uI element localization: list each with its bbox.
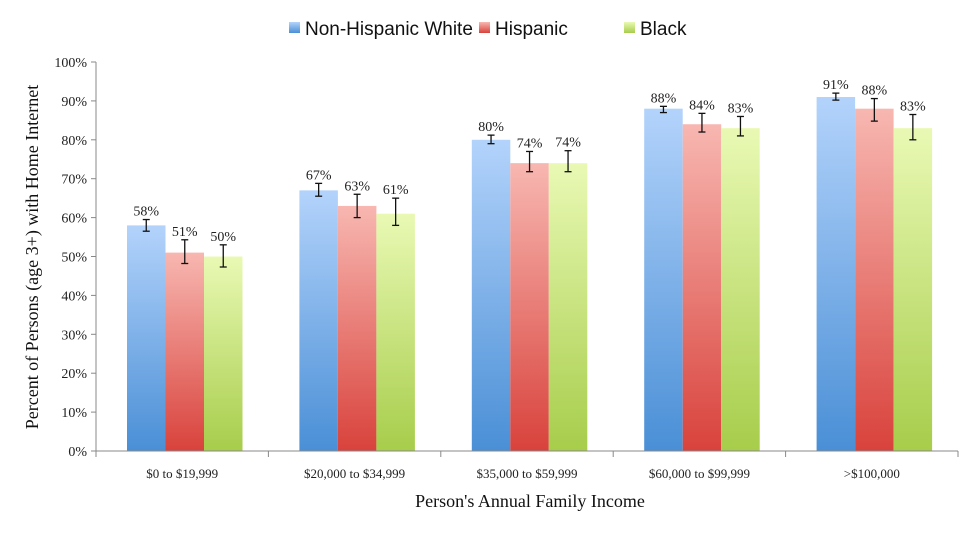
error-bar — [526, 150, 534, 173]
y-tick-label: 30% — [61, 328, 87, 343]
legend-swatch — [624, 22, 635, 33]
y-tick-label: 40% — [61, 289, 87, 304]
data-label: 83% — [900, 100, 926, 115]
legend-swatch — [289, 22, 300, 33]
bar-non-hispanic-white-1 — [299, 190, 338, 451]
data-label: 74% — [517, 136, 543, 151]
legend: Non-Hispanic White Hispanic Black — [289, 19, 687, 40]
y-tick-label: 80% — [61, 134, 87, 149]
y-tick-label: 60% — [61, 212, 87, 227]
data-label: 88% — [862, 84, 888, 99]
bar-black-4 — [893, 128, 933, 451]
x-tick-label: >$100,000 — [844, 466, 900, 481]
bar-non-hispanic-white-2 — [471, 139, 511, 452]
error-bar — [353, 193, 361, 219]
bar-hispanic-2 — [510, 163, 549, 451]
bar-black-1 — [376, 213, 415, 451]
data-label: 63% — [344, 179, 370, 194]
y-axis-title: Percent of Persons (age 3+) with Home In… — [22, 85, 43, 430]
error-bar — [659, 105, 667, 114]
data-label: 51% — [172, 225, 198, 240]
data-label: 84% — [689, 98, 715, 113]
error-bar — [698, 112, 706, 133]
legend-label: Black — [640, 19, 687, 40]
bar-black-0 — [204, 256, 243, 451]
data-label: 91% — [823, 78, 849, 93]
data-label: 61% — [383, 183, 409, 198]
data-label: 80% — [478, 120, 504, 135]
y-tick-label: 100% — [54, 56, 87, 71]
legend-item-hispanic: Hispanic — [479, 19, 568, 40]
y-tick-label: 90% — [61, 95, 87, 110]
legend-label: Hispanic — [495, 19, 568, 40]
error-bar — [392, 197, 400, 227]
x-tick-label: $20,000 to $34,999 — [304, 466, 405, 481]
legend-item-non-hispanic-white: Non-Hispanic White — [289, 19, 473, 40]
legend-swatch — [479, 22, 490, 33]
error-bar — [736, 115, 744, 137]
error-bar — [832, 92, 840, 101]
y-tick-label: 50% — [61, 251, 87, 266]
data-label: 74% — [555, 136, 581, 151]
legend-label: Non-Hispanic White — [305, 19, 473, 40]
data-label: 88% — [651, 91, 677, 106]
error-bar — [315, 182, 323, 197]
bar-non-hispanic-white-3 — [644, 108, 683, 452]
bar-hispanic-0 — [165, 252, 204, 451]
x-tick-label: $0 to $19,999 — [146, 466, 218, 481]
data-label: 58% — [133, 205, 159, 220]
legend-item-black: Black — [624, 19, 687, 40]
bar-non-hispanic-white-4 — [816, 97, 856, 451]
error-bar — [219, 244, 227, 268]
bar-non-hispanic-white-0 — [127, 225, 166, 451]
data-label: 67% — [306, 168, 332, 183]
error-bar — [142, 218, 150, 232]
y-tick-label: 0% — [68, 445, 87, 460]
x-axis-title: Person's Annual Family Income — [415, 491, 645, 511]
error-bar — [564, 150, 572, 173]
y-tick-label: 70% — [61, 173, 87, 188]
error-bar — [909, 113, 917, 141]
bar-black-2 — [548, 163, 588, 451]
bar-black-3 — [721, 128, 760, 451]
data-label: 50% — [210, 230, 236, 245]
bar-hispanic-3 — [682, 124, 722, 452]
error-bar — [181, 239, 189, 265]
x-tick-label: $60,000 to $99,999 — [649, 466, 750, 481]
y-tick-label: 20% — [61, 367, 87, 382]
axes: $0 to $19,999 $20,000 to $34,999 $35,000 t… — [54, 56, 959, 481]
error-bar — [487, 134, 495, 145]
bar-hispanic-4 — [855, 108, 894, 452]
y-tick-label: 10% — [61, 406, 87, 421]
error-bar — [870, 97, 878, 122]
data-label: 83% — [728, 101, 754, 116]
plot-area: 58% 51% 50% 67% 63% 61% 80% 74% 74% 88% 84% 83% 91% 8… — [127, 78, 933, 452]
x-tick-label: $35,000 to $59,999 — [476, 466, 577, 481]
bar-hispanic-1 — [337, 205, 377, 451]
